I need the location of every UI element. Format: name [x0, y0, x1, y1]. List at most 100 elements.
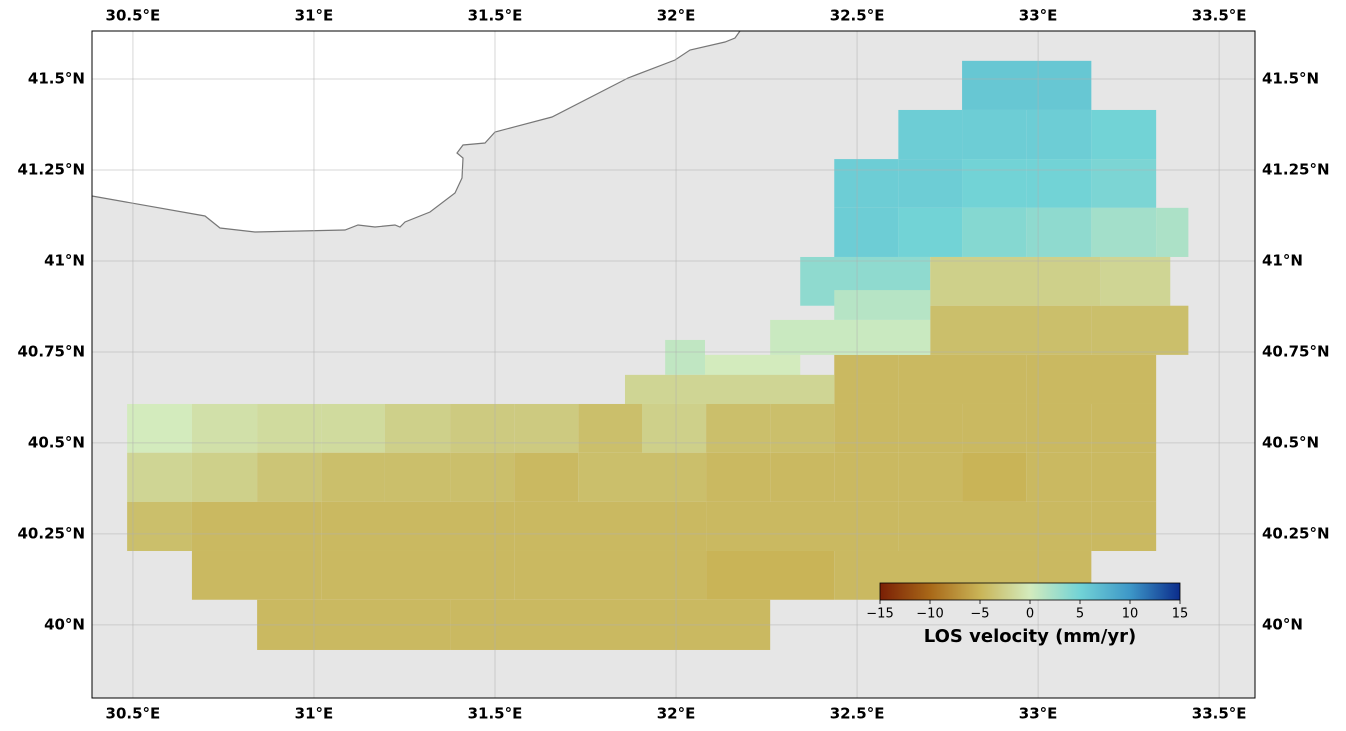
velocity-tile	[665, 339, 706, 375]
velocity-tile	[898, 207, 963, 257]
x-tick-label: 32.5°E	[830, 705, 885, 723]
velocity-tile	[962, 159, 1027, 208]
velocity-tile	[191, 501, 322, 551]
velocity-tile	[930, 305, 1092, 355]
y-tick-label: 41°N	[44, 251, 85, 269]
colorbar-tick-label: 5	[1076, 607, 1084, 622]
velocity-tile	[1026, 354, 1157, 404]
frame	[91, 30, 1256, 699]
y-tick-label: 40.5°N	[28, 433, 85, 451]
velocity-tile	[706, 550, 835, 600]
x-tick-label: 31.5°E	[468, 705, 523, 723]
velocity-tile	[962, 109, 1027, 160]
velocity-tile	[384, 452, 451, 502]
velocity-tile	[1026, 452, 1092, 502]
x-tick-label: 32°E	[657, 7, 696, 25]
y-tick-label: 41.5°N	[28, 70, 85, 88]
x-tick-label: 33.5°E	[1192, 705, 1247, 723]
velocity-tile	[321, 501, 515, 551]
x-tick-label: 31°E	[295, 7, 334, 25]
velocity-tile	[706, 501, 899, 551]
colorbar	[879, 582, 1181, 601]
velocity-tile	[706, 452, 771, 502]
velocity-tile	[641, 403, 707, 453]
y-tick-label: 41°N	[1262, 251, 1303, 269]
velocity-tile	[1026, 159, 1092, 208]
x-tick-label: 31°E	[295, 705, 334, 723]
velocity-tile	[962, 60, 1092, 110]
velocity-tile	[834, 207, 899, 257]
y-tick-label: 40.75°N	[18, 342, 86, 360]
velocity-tile	[770, 452, 835, 502]
velocity-tile	[834, 403, 899, 453]
velocity-tile	[1091, 403, 1157, 453]
velocity-tile	[770, 319, 931, 355]
x-tick-label: 32.5°E	[830, 7, 885, 25]
velocity-tile	[834, 290, 931, 320]
velocity-tile	[127, 452, 192, 502]
velocity-tile	[898, 501, 1092, 551]
y-tick-label: 40.75°N	[1262, 342, 1330, 360]
velocity-tile	[514, 550, 707, 600]
velocity-tile	[770, 403, 835, 453]
colorbar-tick-label: 0	[1026, 607, 1034, 622]
velocity-tile	[1026, 109, 1092, 160]
velocity-tile	[834, 452, 899, 502]
y-tick-label: 40°N	[1262, 615, 1303, 633]
velocity-tile	[898, 403, 963, 453]
colorbar-tick-label: −10	[916, 607, 943, 622]
colorbar-tick-label: 15	[1172, 607, 1189, 622]
velocity-tile	[898, 109, 963, 160]
x-tick-label: 33°E	[1019, 705, 1058, 723]
velocity-tile	[1156, 207, 1189, 257]
velocity-tile	[450, 452, 515, 502]
x-tick-label: 31.5°E	[468, 7, 523, 25]
coastline	[91, 30, 741, 233]
velocity-tile	[1100, 256, 1171, 306]
velocity-tile	[127, 501, 192, 551]
x-tick-label: 32°E	[657, 705, 696, 723]
y-tick-label: 40°N	[44, 615, 85, 633]
velocity-tile	[930, 256, 1101, 306]
colorbar-label: LOS velocity (mm/yr)	[924, 626, 1136, 647]
colorbar-tick-label: 10	[1122, 607, 1139, 622]
tiles	[127, 60, 1189, 650]
velocity-tile	[834, 354, 899, 404]
colorbar-tick-label: −5	[970, 607, 989, 622]
velocity-tile	[641, 452, 707, 502]
y-tick-label: 40.25°N	[18, 524, 86, 542]
x-tick-label: 33°E	[1019, 7, 1058, 25]
y-tick-label: 41.25°N	[18, 161, 86, 179]
velocity-tile	[578, 452, 642, 502]
y-tick-label: 40.5°N	[1262, 433, 1319, 451]
y-tick-label: 41.25°N	[1262, 161, 1330, 179]
velocity-tile	[257, 403, 322, 453]
velocity-tile	[898, 354, 1027, 404]
colorbar-tick-label: −15	[866, 607, 893, 622]
grid	[92, 31, 1255, 698]
velocity-tile	[191, 403, 258, 453]
velocity-tile	[898, 452, 963, 502]
velocity-tile	[1091, 305, 1189, 355]
velocity-tile	[257, 452, 322, 502]
velocity-tile	[321, 550, 515, 600]
velocity-tile	[1026, 403, 1092, 453]
velocity-tile	[578, 403, 642, 453]
velocity-tile	[191, 550, 322, 600]
velocity-tile	[191, 452, 258, 502]
x-tick-label: 30.5°E	[106, 705, 161, 723]
velocity-tile	[450, 403, 515, 453]
velocity-tile	[1091, 159, 1157, 208]
velocity-tile	[127, 403, 192, 453]
sea	[92, 31, 740, 232]
velocity-tile	[514, 501, 707, 551]
x-tick-label: 33.5°E	[1192, 7, 1247, 25]
velocity-tile	[321, 452, 385, 502]
velocity-tile	[706, 403, 771, 453]
velocity-tile	[1091, 109, 1157, 160]
velocity-tile	[962, 403, 1027, 453]
velocity-tile	[1091, 207, 1157, 257]
velocity-tile	[321, 403, 385, 453]
